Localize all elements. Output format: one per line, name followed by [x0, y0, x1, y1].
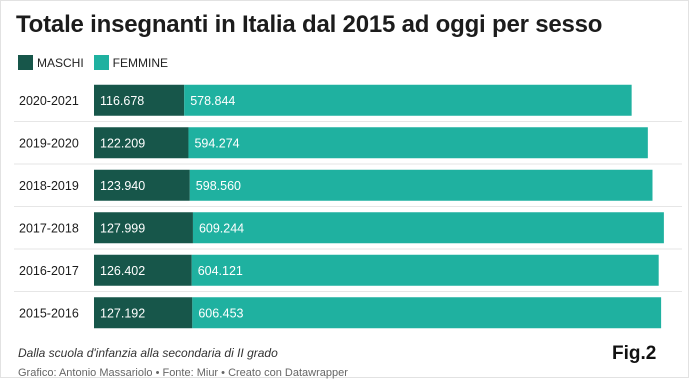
value-label-femmine: 604.121	[198, 264, 243, 278]
value-label-femmine: 606.453	[198, 306, 243, 320]
value-label-maschi: 123.940	[100, 179, 145, 193]
value-label-maschi: 127.999	[100, 221, 145, 235]
bar-maschi	[94, 254, 192, 286]
category-label: 2016-2017	[19, 264, 79, 278]
value-label-maschi: 116.678	[100, 94, 144, 108]
legend-swatch-femmine	[93, 55, 109, 70]
chart-note: Dalla scuola d'infanzia alla secondaria …	[18, 346, 278, 360]
value-label-maschi: 126.402	[100, 264, 145, 278]
legend: MASCHI FEMMINE	[18, 55, 178, 70]
legend-swatch-maschi	[18, 55, 33, 70]
chart-title: Totale insegnanti in Italia dal 2015 ad …	[16, 11, 603, 38]
bar-maschi	[94, 169, 190, 201]
legend-label-femmine: FEMMINE	[112, 55, 169, 70]
bar-maschi	[94, 212, 193, 244]
bar-femmine	[189, 169, 653, 201]
bar-femmine	[191, 254, 659, 286]
value-label-femmine: 594.274	[194, 136, 239, 150]
legend-item-maschi: MASCHI	[18, 55, 84, 70]
category-label: 2018-2019	[19, 179, 79, 193]
value-label-femmine: 598.560	[196, 179, 241, 193]
value-label-maschi: 127.192	[100, 306, 145, 320]
chart-credit: Grafico: Antonio Massariolo • Fonte: Miu…	[18, 367, 348, 379]
bar-femmine	[192, 297, 662, 329]
category-label: 2019-2020	[19, 136, 79, 150]
value-label-maschi: 122.209	[100, 136, 145, 150]
bar-maschi	[94, 84, 185, 116]
bar-femmine	[192, 212, 664, 244]
category-label: 2020-2021	[19, 94, 79, 108]
bar-femmine	[188, 127, 648, 159]
bar-maschi	[94, 127, 189, 159]
bar-maschi	[94, 297, 193, 329]
legend-label-maschi: MASCHI	[37, 55, 84, 70]
bar-femmine	[184, 84, 632, 116]
legend-item-femmine: FEMMINE	[93, 55, 169, 70]
bar-chart: 2020-2021 116.678 578.844 2019-2020 122.209 5…	[14, 84, 682, 329]
figure-label: Fig.2	[612, 343, 657, 364]
category-label: 2017-2018	[19, 221, 79, 235]
value-label-femmine: 578.844	[190, 94, 235, 108]
value-label-femmine: 609.244	[199, 221, 244, 235]
category-label: 2015-2016	[19, 306, 79, 320]
